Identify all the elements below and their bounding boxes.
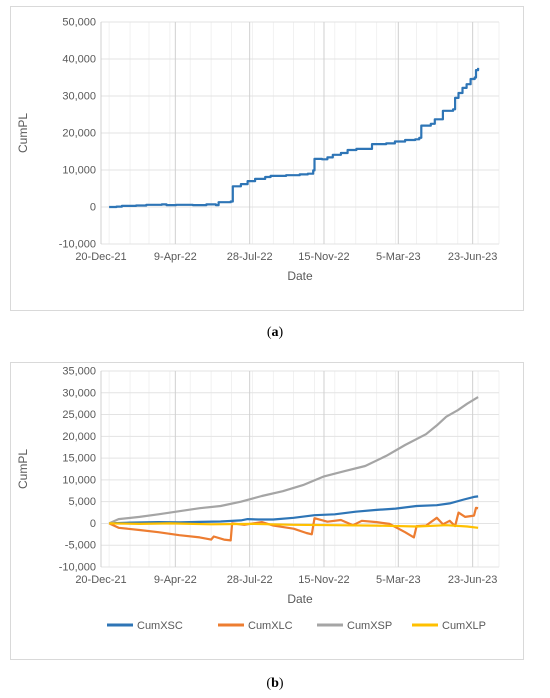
caption-b: (b) xyxy=(266,676,284,691)
caption-a: (a) xyxy=(266,325,284,340)
y-tick-label: 50,000 xyxy=(62,17,96,29)
y-tick-label: 5,000 xyxy=(68,496,96,508)
legend-label-cumxsp: CumXSP xyxy=(347,620,392,632)
series-line-cumxsp xyxy=(108,396,479,525)
y-tick-label: 0 xyxy=(90,202,96,214)
y-axis-title: CumPL xyxy=(16,113,30,153)
y-tick-label: 10,000 xyxy=(62,165,96,177)
y-tick-label: 40,000 xyxy=(62,54,96,66)
x-tick-label: 20-Dec-21 xyxy=(75,574,126,586)
y-tick-label: -10,000 xyxy=(59,239,96,251)
chart-panel-b: -10,000 -5,000 0 5,000 10,000 15,000 20,000 25,… xyxy=(10,362,524,660)
series-line-cumpl xyxy=(109,67,480,209)
x-tick-label: 5-Mar-23 xyxy=(376,574,421,586)
y-tick-label: 20,000 xyxy=(62,128,96,140)
series-line-cumxsc xyxy=(109,495,479,525)
legend-label-cumxsc: CumXSC xyxy=(137,620,183,632)
chart-b-svg: -10,000 -5,000 0 5,000 10,000 15,000 20,000 25,… xyxy=(16,366,500,632)
x-tick-label: 23-Jun-23 xyxy=(448,251,498,263)
y-tick-label: 0 xyxy=(90,518,96,530)
y-tick-label: -10,000 xyxy=(59,562,96,574)
x-tick-label: 15-Nov-22 xyxy=(298,574,349,586)
y-tick-label: 15,000 xyxy=(62,453,96,465)
x-tick-label: 20-Dec-21 xyxy=(75,251,126,263)
x-tick-label: 9-Apr-22 xyxy=(154,574,197,586)
legend-label-cumxlp: CumXLP xyxy=(442,620,486,632)
x-tick-label: 23-Jun-23 xyxy=(448,574,498,586)
x-tick-label: 15-Nov-22 xyxy=(298,251,349,263)
chart-a-svg: -10,000 0 10,000 20,000 30,000 40,000 50,000 20… xyxy=(16,17,500,283)
x-tick-label: 5-Mar-23 xyxy=(376,251,421,263)
legend-label-cumxlc: CumXLC xyxy=(248,620,293,632)
y-tick-label: 25,000 xyxy=(62,409,96,421)
x-tick-label: 9-Apr-22 xyxy=(154,251,197,263)
y-tick-label: 10,000 xyxy=(62,474,96,486)
x-axis-title: Date xyxy=(287,269,313,283)
y-tick-label: 20,000 xyxy=(62,431,96,443)
x-tick-label: 28-Jul-22 xyxy=(227,251,273,263)
series-line-cumxlc xyxy=(108,506,479,542)
x-axis-title: Date xyxy=(287,592,313,606)
chart-panel-a: -10,000 0 10,000 20,000 30,000 40,000 50,000 20… xyxy=(10,6,524,311)
y-axis-title: CumPL xyxy=(16,449,30,489)
y-tick-label: 30,000 xyxy=(62,387,96,399)
series-line-cumxlp xyxy=(109,522,479,529)
y-tick-label: 35,000 xyxy=(62,366,96,378)
y-tick-label: -5,000 xyxy=(65,540,96,552)
x-tick-label: 28-Jul-22 xyxy=(227,574,273,586)
y-tick-label: 30,000 xyxy=(62,91,96,103)
